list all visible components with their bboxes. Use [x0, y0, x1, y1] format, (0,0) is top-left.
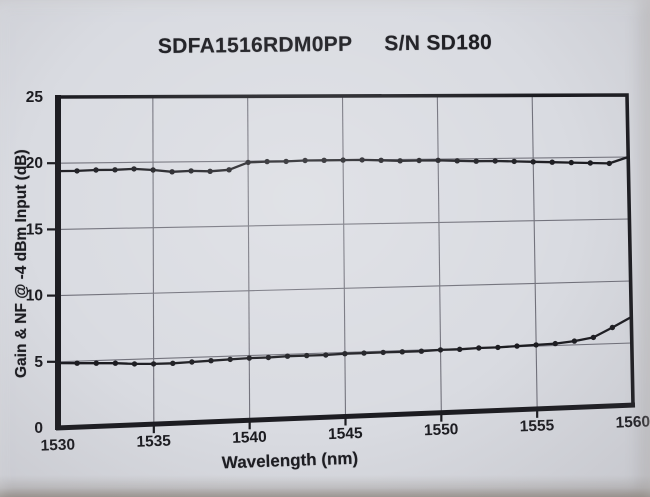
nf-data-point [131, 361, 138, 367]
gain-data-point [340, 157, 346, 163]
x-tick-label: 1535 [136, 433, 171, 451]
gain-data-point [169, 169, 175, 175]
gain-data-point [568, 159, 574, 166]
gain-data-point [454, 158, 460, 164]
nf-data-point [342, 351, 348, 357]
gain-data-point [587, 160, 593, 166]
nf-data-point [533, 342, 539, 348]
nf-data-point [93, 360, 100, 366]
x-tick-label: 1540 [232, 429, 267, 447]
nf-data-point [418, 348, 425, 354]
x-tick-label: 1555 [519, 417, 554, 435]
nf-data-point [55, 360, 61, 366]
nf-data-point [74, 360, 80, 366]
gain-data-point [283, 158, 289, 165]
gain-data-point [55, 168, 61, 174]
vertical-gridline [152, 96, 155, 425]
gain-data-point [74, 168, 80, 174]
nf-data-point [284, 353, 291, 359]
vertical-gridline [341, 95, 347, 417]
serial-number: S/N SD180 [384, 30, 493, 56]
vertical-gridline [436, 95, 442, 413]
x-tick-label: 1550 [424, 421, 459, 439]
nf-data-point [457, 346, 463, 352]
nf-data-point [265, 354, 272, 361]
vertical-gridline [247, 96, 251, 421]
nf-data-point [304, 352, 310, 359]
nf-data-point [399, 349, 405, 355]
gain-data-point [511, 158, 517, 165]
nf-data-point [495, 344, 501, 351]
vertical-gridline [531, 95, 538, 409]
gain-data-point [378, 157, 384, 163]
nf-data-point [112, 360, 119, 366]
nf-data-point [476, 345, 482, 351]
gain-data-point [473, 158, 479, 164]
gain-data-point [549, 159, 555, 165]
nf-data-point [437, 347, 444, 353]
nf-data-point [246, 355, 252, 361]
gain-data-point [606, 160, 612, 167]
gain-data-point [530, 159, 536, 165]
gain-data-point [416, 157, 422, 164]
gain-data-point [397, 158, 403, 164]
nf-data-point [514, 343, 520, 349]
x-tick-label: 1530 [40, 436, 75, 454]
nf-data-point [609, 324, 616, 331]
nf-data-point [170, 360, 176, 366]
nf-data-point [571, 338, 578, 344]
gain-data-point [492, 158, 498, 164]
gain-data-point [302, 157, 308, 164]
nf-data-point [380, 349, 386, 356]
gain-data-point [245, 159, 251, 166]
nf-data-point [227, 356, 233, 363]
gain-data-point [131, 166, 137, 172]
gain-data-point [321, 157, 327, 163]
y-tick-label: 5 [34, 354, 43, 371]
gain-data-point [359, 157, 365, 163]
x-tick-label: 1545 [328, 425, 363, 443]
page-title: SDFA1516RDM0PP [157, 32, 353, 59]
nf-data-point [552, 340, 558, 347]
x-tick-label: 1560 [615, 413, 650, 431]
gain-data-point [264, 158, 270, 165]
nf-data-point [208, 358, 214, 364]
nf-data-point [590, 334, 597, 341]
gain-data-point [93, 167, 99, 173]
gain-data-point [226, 167, 232, 173]
nf-data-point [150, 361, 157, 367]
gain-data-point [112, 167, 118, 173]
nf-data-point [189, 359, 195, 365]
gain-data-point [435, 157, 441, 163]
gain-data-point [150, 167, 156, 173]
gain-data-point [188, 168, 194, 174]
nf-data-point [323, 352, 329, 358]
nf-data-point [361, 350, 367, 356]
gain-data-point [207, 168, 213, 174]
y-axis-title: Gain & NF @ -4 dBm Input (dB) [13, 149, 30, 379]
y-tick-label: 0 [34, 420, 43, 437]
